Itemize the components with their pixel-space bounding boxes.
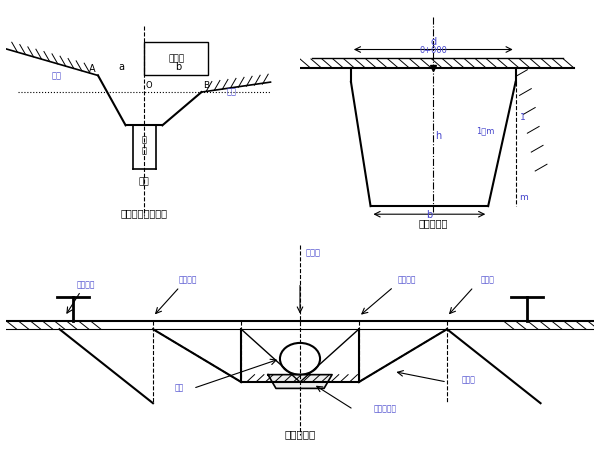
Text: 开挖边线: 开挖边线: [77, 280, 95, 289]
Text: h: h: [435, 131, 442, 141]
Text: 1：m: 1：m: [476, 126, 495, 135]
Text: 坡度桩设置: 坡度桩设置: [284, 429, 316, 439]
Text: B: B: [203, 81, 209, 90]
Text: 开槽断面图: 开槽断面图: [419, 218, 448, 228]
Text: a: a: [118, 62, 124, 72]
Text: 1: 1: [520, 112, 525, 122]
Text: 坡度钉: 坡度钉: [461, 375, 475, 384]
Text: b: b: [175, 62, 182, 72]
Text: O: O: [145, 81, 152, 90]
Text: 边桩: 边桩: [226, 88, 236, 97]
Text: 边桩: 边桩: [52, 71, 62, 80]
Bar: [144, 42, 208, 76]
Text: 0+000: 0+000: [419, 46, 447, 55]
Text: 路皮边线: 路皮边线: [178, 276, 197, 285]
Text: 层次: 层次: [139, 177, 149, 186]
Text: 中心桩: 中心桩: [168, 54, 184, 63]
Text: 坡度桩: 坡度桩: [480, 276, 494, 285]
Text: b: b: [426, 210, 433, 220]
Text: 水管: 水管: [175, 383, 184, 392]
Text: 横断面测设示意图: 横断面测设示意图: [121, 208, 167, 218]
Text: d: d: [430, 37, 436, 47]
Text: A: A: [89, 64, 96, 74]
Text: 层
次: 层 次: [142, 135, 146, 155]
Text: 混凝土基础: 混凝土基础: [374, 405, 397, 414]
Polygon shape: [268, 375, 332, 388]
Text: m: m: [520, 194, 528, 202]
Text: 沟底边线: 沟底边线: [398, 276, 416, 285]
Text: 中心线: 中心线: [305, 249, 320, 258]
